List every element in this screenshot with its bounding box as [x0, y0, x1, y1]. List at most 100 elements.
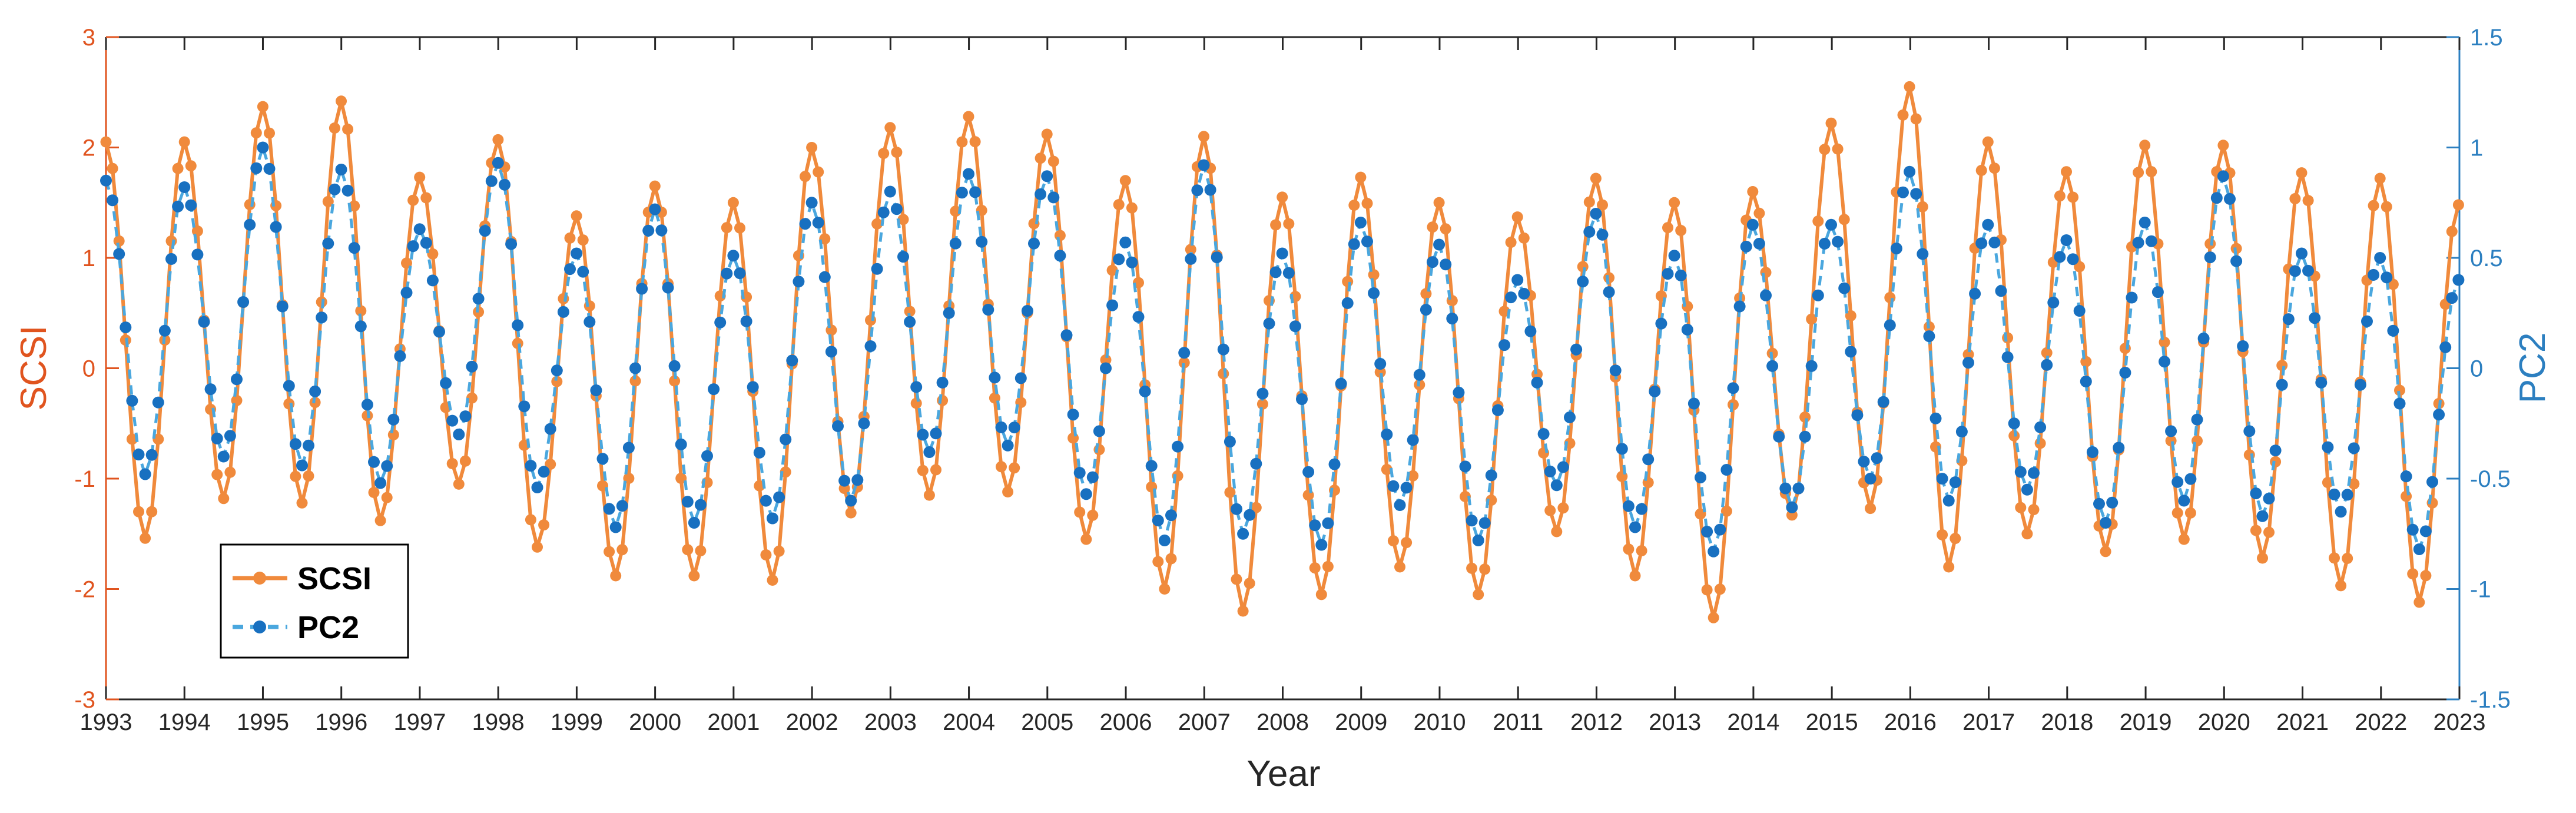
- pc2-point: [420, 237, 432, 249]
- scsi-point: [1505, 237, 1517, 248]
- pc2-point: [2054, 251, 2066, 263]
- scsi-point: [532, 541, 543, 553]
- pc2-point: [1942, 495, 1955, 507]
- scsi-point: [2139, 140, 2151, 151]
- scsi-point: [1427, 221, 1438, 233]
- pc2-point: [1929, 412, 1942, 424]
- pc2-point: [701, 450, 713, 462]
- pc2-point: [2126, 291, 2138, 304]
- pc2-point: [2256, 510, 2269, 522]
- pc2-point: [2289, 265, 2301, 277]
- pc2-point: [845, 495, 857, 507]
- pc2-point: [642, 224, 655, 237]
- pc2-point: [165, 253, 177, 265]
- scsi-point: [767, 575, 778, 586]
- scsi-point: [133, 506, 144, 517]
- pc2-point: [361, 399, 373, 411]
- pc2-point: [2028, 467, 2040, 479]
- pc2-point: [1008, 422, 1020, 434]
- pc2-point: [956, 187, 968, 199]
- scsi-point: [1662, 222, 1673, 234]
- scsi-point: [420, 192, 432, 204]
- pc2-point: [2341, 489, 2353, 501]
- pc2-point: [538, 466, 550, 478]
- scsi-point: [2002, 332, 2014, 344]
- pc2-point: [1518, 287, 1530, 300]
- scsi-point: [2041, 347, 2053, 359]
- scsi-point: [2420, 570, 2432, 582]
- scsi-point: [1256, 398, 1268, 410]
- pc2-point: [1113, 253, 1125, 266]
- pc2-point: [1877, 396, 1889, 408]
- scsi-point: [218, 493, 230, 505]
- scsi-point: [1041, 128, 1053, 140]
- scsi-point: [2394, 384, 2405, 396]
- scsi-point: [1897, 109, 1909, 121]
- pc2-point: [1374, 358, 1387, 370]
- scsi-point: [1675, 225, 1687, 236]
- scsi-point: [1511, 211, 1523, 223]
- scsi-point: [2171, 507, 2183, 519]
- pc2-point: [459, 410, 472, 423]
- scsi-point: [2146, 166, 2157, 178]
- pc2-point: [348, 242, 360, 254]
- pc2-point: [1485, 469, 1497, 482]
- scsi-point: [2061, 166, 2072, 178]
- scsi-point: [446, 458, 458, 469]
- scsi-point: [1368, 269, 1380, 281]
- pc2-point: [1701, 526, 1713, 538]
- pc2-point: [740, 315, 752, 327]
- pc2-point: [753, 446, 765, 459]
- pc2-point: [1446, 313, 1458, 325]
- scsi-point: [374, 515, 386, 526]
- pc2-point: [2406, 523, 2419, 536]
- scsi-point: [165, 235, 177, 247]
- scsi-point: [1322, 560, 1334, 572]
- scsi-point: [2296, 167, 2308, 179]
- scsi-point: [695, 545, 707, 556]
- y-tick-label-left: 0: [82, 356, 95, 382]
- legend-swatch-scsi-marker: [253, 572, 266, 585]
- scsi-point: [466, 392, 478, 404]
- x-tick-label: 2022: [2355, 709, 2407, 735]
- pc2-point: [2034, 421, 2047, 433]
- scsi-point: [113, 235, 125, 247]
- pc2-point: [2100, 517, 2112, 529]
- pc2-point: [1858, 456, 1870, 468]
- pc2-point: [2159, 356, 2170, 368]
- scsi-point: [2015, 502, 2027, 513]
- x-tick-label: 2023: [2434, 709, 2486, 735]
- y-tick-label-right: 1: [2470, 135, 2483, 161]
- pc2-point: [2080, 376, 2092, 387]
- pc2-point: [773, 491, 785, 503]
- pc2-point: [675, 438, 687, 450]
- x-tick-label: 2005: [1021, 709, 1073, 735]
- pc2-point: [2269, 444, 2282, 457]
- x-tick-label: 2001: [707, 709, 760, 735]
- pc2-point: [1250, 457, 1262, 470]
- pc2-point: [1955, 426, 1968, 438]
- scsi-point: [1917, 201, 1928, 213]
- scsi-point: [1361, 198, 1373, 209]
- scsi-point: [1348, 200, 1360, 211]
- pc2-point: [1282, 267, 1295, 279]
- y-tick-label-right: -1.5: [2470, 687, 2511, 713]
- scsi-point: [1152, 556, 1164, 568]
- pc2-point: [2302, 264, 2315, 277]
- pc2-point: [237, 296, 250, 308]
- pc2-point: [2204, 251, 2216, 264]
- pc2-point: [309, 385, 321, 397]
- scsi-point: [2329, 552, 2340, 564]
- pc2-point: [2021, 483, 2033, 496]
- pc2-point: [2439, 341, 2452, 353]
- scsi-point: [538, 519, 550, 531]
- pc2-point: [1760, 289, 1772, 301]
- scsi-point: [2302, 195, 2314, 207]
- pc2-point: [466, 360, 478, 373]
- pc2-point: [668, 360, 681, 372]
- scsi-point: [1583, 196, 1595, 208]
- pc2-point: [2132, 237, 2144, 249]
- scsi-point: [1113, 199, 1125, 211]
- scsi-point: [1943, 561, 1955, 573]
